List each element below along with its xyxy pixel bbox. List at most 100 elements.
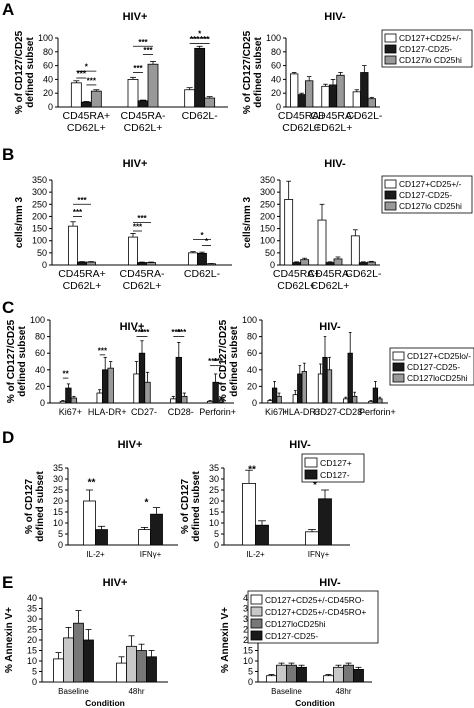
bar-2 bbox=[102, 369, 109, 404]
y-tick-label: 10 bbox=[27, 656, 37, 666]
significance-star: * bbox=[205, 237, 209, 246]
legend-box bbox=[247, 590, 379, 644]
significance-star: *** bbox=[137, 214, 147, 223]
chart-b-hiv-neg: HIV- 0 50 100 150 200 250 300 350 cells/mm 3 CD45R… bbox=[242, 158, 473, 292]
bar-3 bbox=[352, 395, 358, 404]
x-tick-label-line: CD62L- bbox=[346, 110, 383, 122]
y-tick-label: 35 bbox=[53, 463, 63, 473]
significance-star: *** bbox=[133, 64, 143, 73]
bar-1 bbox=[96, 392, 103, 404]
bar-3 bbox=[301, 371, 307, 404]
y-tick-label: 35 bbox=[27, 604, 37, 614]
y-axis-label: cells/mm 3 bbox=[14, 196, 25, 248]
x-tick-label: IL-2+ bbox=[246, 550, 265, 559]
x-tick-label-line: CD45RA+ bbox=[278, 110, 326, 122]
x-tick-label-line: CD45RA- bbox=[120, 268, 165, 280]
y-tick-label: 0 bbox=[252, 398, 257, 408]
bar-2 bbox=[292, 262, 302, 266]
significance-star: *** bbox=[140, 328, 150, 337]
y-tick-label: 20 bbox=[27, 635, 37, 645]
legend-label: CD127-CD25- bbox=[265, 631, 318, 641]
x-tick-label: Perforin+ bbox=[199, 407, 236, 417]
bar-2 bbox=[95, 529, 108, 546]
x-tick-label-line: CD45RA- bbox=[311, 110, 356, 122]
x-tick-label-line: IL-2+ bbox=[246, 550, 265, 559]
y-tick-label: 40 bbox=[43, 74, 53, 84]
x-tick-label: CD62L- bbox=[184, 268, 221, 280]
x-tick-label: 48hr bbox=[335, 687, 351, 696]
y-tick-label: 80 bbox=[271, 47, 281, 57]
bar-2 bbox=[347, 352, 353, 404]
y-tick-label: 200 bbox=[260, 211, 275, 221]
x-axis-label: Condition bbox=[85, 698, 125, 708]
x-tick-label: CD62L- bbox=[182, 110, 219, 122]
bar-4 bbox=[353, 669, 364, 683]
y-axis-label: % of CD127/CD25defined subset bbox=[242, 30, 264, 114]
y-tick-label: 25 bbox=[27, 625, 37, 635]
bar-1 bbox=[317, 219, 327, 266]
y-tick-label: 5 bbox=[32, 667, 37, 677]
y-tick-label: 350 bbox=[32, 175, 47, 185]
x-tick-label: CD45RA+ CD62L+ bbox=[273, 268, 321, 292]
x-tick-label-line: CD62L+ bbox=[123, 280, 162, 292]
bar-2 bbox=[276, 664, 287, 683]
legend-swatch bbox=[384, 44, 397, 54]
chart-b-hiv-pos: HIV+ 0 50 100 150 200 250 300 350 cells/mm 3 CD45R… bbox=[14, 158, 232, 292]
legend-label: CD127+CD25lo/- bbox=[407, 351, 471, 361]
bar-2 bbox=[318, 498, 332, 546]
y-tick-label: 350 bbox=[260, 175, 275, 185]
bar-2 bbox=[297, 373, 303, 404]
bar-2 bbox=[194, 47, 206, 108]
y-tick-label: 20 bbox=[271, 88, 281, 98]
y-tick-label: 60 bbox=[35, 348, 45, 358]
x-tick-label: CD27- bbox=[131, 407, 157, 417]
y-axis-label-line2: defined subset bbox=[17, 326, 28, 397]
y-tick-label: 0 bbox=[32, 677, 37, 687]
y-tick-label: 300 bbox=[32, 187, 47, 197]
y-axis-label-line2: defined subset bbox=[35, 471, 46, 542]
x-tick-label: CD45RA+ CD62L+ bbox=[63, 110, 111, 134]
y-axis-label-line1: % of CD127 bbox=[24, 479, 35, 534]
x-tick-label-line: CD62L+ bbox=[63, 280, 102, 292]
y-tick-label: 15 bbox=[27, 646, 37, 656]
y-axis-label-line1: % of CD127/CD25 bbox=[218, 319, 229, 403]
panel-letter-e: E bbox=[2, 573, 13, 592]
y-tick-label: 25 bbox=[209, 485, 219, 495]
bar-4 bbox=[83, 639, 94, 683]
panel-letter-c: C bbox=[2, 298, 14, 317]
bar-1 bbox=[292, 394, 298, 404]
bar-2 bbox=[325, 262, 335, 266]
bar-1 bbox=[266, 675, 277, 683]
bar-3 bbox=[107, 367, 114, 404]
y-tick-label: 20 bbox=[35, 381, 45, 391]
bar-3 bbox=[377, 398, 383, 404]
x-tick-label-line: 48hr bbox=[335, 687, 351, 696]
x-tick-label-line: CD62L- bbox=[345, 268, 382, 280]
y-tick-label: 30 bbox=[53, 474, 63, 484]
y-tick-label: 10 bbox=[53, 518, 63, 528]
bar-1 bbox=[290, 73, 299, 108]
legend-swatch bbox=[250, 630, 263, 641]
y-tick-label: 40 bbox=[27, 593, 37, 603]
y-tick-label: 10 bbox=[209, 518, 219, 528]
bar-2 bbox=[137, 262, 147, 266]
legend-swatch bbox=[384, 190, 397, 200]
y-axis-label: % of CD127/CD25defined subset bbox=[14, 30, 36, 114]
bar-1 bbox=[242, 482, 256, 546]
y-tick-label: 100 bbox=[242, 315, 257, 325]
bar-1 bbox=[138, 529, 151, 546]
y-tick-label: 0 bbox=[214, 540, 219, 550]
chart-title: HIV- bbox=[289, 439, 311, 451]
y-axis-label: cells/mm 3 bbox=[242, 196, 253, 248]
legend-swatch bbox=[384, 201, 397, 211]
bar-1 bbox=[128, 236, 138, 266]
x-tick-label-line: Baseline bbox=[58, 687, 89, 696]
x-tick-label-line: IFNγ+ bbox=[140, 550, 162, 559]
y-axis-label-line2: defined subset bbox=[229, 326, 240, 397]
bar-1 bbox=[59, 400, 67, 404]
legend-label: CD127- bbox=[320, 470, 350, 480]
legend-label: CD127+CD25+/-CD45RO- bbox=[265, 595, 364, 605]
